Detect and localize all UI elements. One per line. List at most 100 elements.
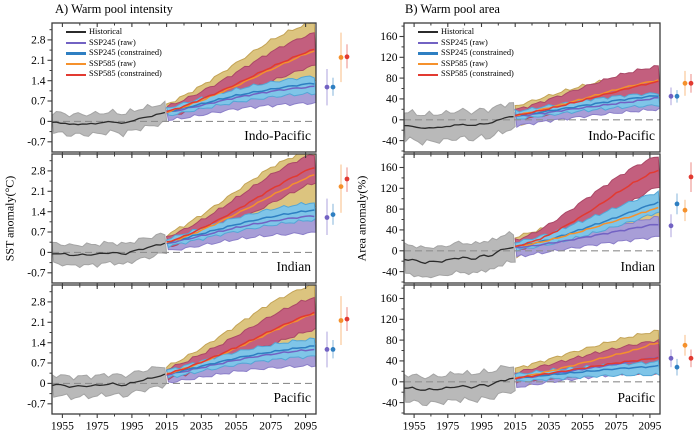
line-ssp585_con [514, 356, 659, 380]
x-tick-label: 2015 [504, 421, 527, 433]
dot-ssp245_con [330, 77, 336, 96]
y-tick-label: 0.7 [31, 96, 46, 108]
line-ssp245_raw [515, 223, 659, 249]
line-ssp585_con [166, 48, 315, 113]
x-tick-label: 1995 [470, 421, 493, 433]
x-tick-label: 2075 [605, 421, 628, 433]
legend-swatch-ssp245-raw [66, 41, 86, 44]
band-historical [52, 100, 168, 138]
x-tick-label: 1955 [51, 421, 74, 433]
y-tick-label: 2.1 [31, 55, 46, 67]
legend-item-ssp245-raw: SSP245 (raw) [66, 38, 162, 49]
line-historical [52, 111, 166, 126]
y-tick-label: 120 [380, 183, 398, 195]
panel-area-pacific: 160 120 80 40 0 -40 1955 1975 1995 2015 2035 2055 20… [380, 284, 694, 433]
line-historical [404, 116, 514, 129]
line-ssp245_con [166, 345, 315, 375]
legend-swatch-ssp585-constrained [418, 73, 438, 76]
line-historical [52, 242, 166, 257]
x-tick-label: 1975 [436, 421, 459, 433]
line-ssp585_con [515, 169, 659, 248]
y-tick-label: 0 [40, 247, 46, 259]
dot-ssp585_raw [682, 199, 688, 222]
y-tick-label: 160 [380, 162, 398, 174]
dot-ssp245_raw [668, 87, 674, 106]
dot-ssp245_raw [324, 331, 330, 368]
band-historical [52, 232, 168, 269]
legend-item-ssp245-constrained: SSP245 (constrained) [418, 48, 514, 59]
dot-ssp245_raw [668, 214, 674, 238]
y-tick-label: 0.7 [31, 227, 46, 239]
band-historical [404, 102, 516, 146]
y-tick-label: 40 [386, 356, 398, 368]
dot-ssp245_con [674, 193, 680, 215]
y-tick-label: 80 [386, 204, 398, 216]
panel-area-indian: 160 120 80 40 0 -40 [380, 153, 694, 287]
dot-ssp585_raw [682, 334, 688, 356]
x-tick-label: 2035 [537, 421, 560, 433]
legend-swatch-ssp585-raw [418, 62, 438, 66]
y-tick-label: 40 [386, 225, 398, 237]
x-tick-label: 1995 [120, 421, 143, 433]
legend-swatch-historical [418, 31, 438, 34]
region-label-area-indo-pacific: Indo-Pacific [588, 128, 655, 143]
panel-intensity-indian: 2.8 2.1 1.4 0.7 0 -0.7 [27, 153, 350, 287]
y-tick-label: -0.7 [27, 137, 45, 149]
y-tick-label: 2.8 [31, 35, 46, 47]
y-tick-label: 120 [380, 52, 398, 64]
line-ssp585_con [166, 311, 315, 376]
dot-ssp585_con [688, 74, 694, 93]
y-tick-label: -40 [382, 397, 398, 409]
y-tick-label: 80 [386, 335, 398, 347]
y-tick-label: -0.7 [27, 399, 45, 411]
dot-ssp585_raw [338, 164, 344, 213]
y-tick-label: -0.7 [27, 268, 45, 280]
band-historical [404, 365, 516, 407]
y-tick-label: 0 [392, 246, 398, 258]
x-tick-label: 2035 [190, 421, 213, 433]
line-ssp245_con [515, 95, 659, 117]
dot-ssp245_con [330, 203, 336, 225]
legend-item-ssp245-raw: SSP245 (raw) [418, 38, 514, 49]
legend-item-ssp245-constrained: SSP245 (constrained) [66, 48, 162, 59]
y-tick-label: 2.8 [31, 166, 46, 178]
panel-intensity-pacific: 2.8 2.1 1.4 0.7 0 -0.7 1955 1975 1995 2015 2035 205… [27, 284, 350, 433]
x-tick-label: 2015 [155, 421, 178, 433]
line-historical [404, 246, 514, 265]
legend-intensity: Historical SSP245 (raw) SSP245 (constrai… [66, 27, 162, 80]
line-ssp245_con [166, 82, 315, 113]
y-tick-label: 160 [380, 293, 398, 305]
line-ssp585_raw [166, 50, 315, 114]
y-tick-label: 1.4 [31, 206, 46, 218]
y-tick-label: 1.4 [31, 75, 46, 87]
legend-swatch-ssp585-raw [66, 62, 86, 66]
legend-swatch-historical [66, 31, 86, 34]
region-label-intensity-indo-pacific: Indo-Pacific [244, 128, 311, 143]
region-label-intensity-indian: Indian [276, 259, 312, 274]
dot-ssp585_con [344, 167, 350, 192]
legend-swatch-ssp585-constrained [66, 73, 86, 76]
line-ssp585_raw [514, 206, 659, 248]
dot-ssp585_raw [338, 32, 344, 83]
line-ssp245_raw [166, 215, 315, 245]
dot-ssp585_con [344, 307, 350, 331]
x-tick-label: 2055 [571, 421, 594, 433]
legend-item-historical: Historical [66, 27, 162, 38]
line-ssp585_raw [515, 342, 659, 379]
legend-item-historical: Historical [418, 27, 514, 38]
y-tick-label: -40 [382, 135, 398, 147]
panel-a-title: A) Warm pool intensity [55, 2, 173, 16]
y-tick-label: 1.4 [31, 337, 46, 349]
line-ssp585_con [166, 167, 315, 243]
line-ssp245_con [515, 364, 659, 379]
line-ssp245_con [166, 209, 315, 244]
panel-b-title: B) Warm pool area [405, 2, 500, 16]
dot-ssp585_raw [338, 296, 344, 345]
band-historical [404, 230, 516, 279]
y-tick-label: 0 [40, 116, 46, 128]
legend-swatch-ssp245-raw [418, 41, 438, 44]
line-ssp585_con [514, 80, 659, 117]
line-historical [404, 377, 514, 391]
